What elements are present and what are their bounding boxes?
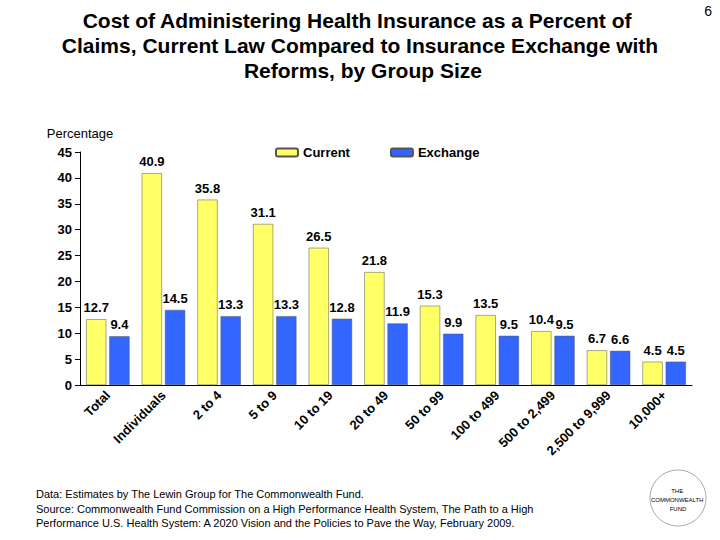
svg-text:20: 20	[58, 274, 72, 289]
svg-text:11.9: 11.9	[385, 304, 410, 319]
svg-text:45: 45	[58, 145, 72, 160]
svg-text:4.5: 4.5	[667, 343, 685, 358]
svg-text:5 to 9: 5 to 9	[245, 388, 280, 423]
svg-text:Performance U.S. Health System: Performance U.S. Health System: A 2020 V…	[36, 517, 515, 529]
svg-text:15: 15	[58, 300, 72, 315]
svg-text:Source: Commonwealth Fund Comm: Source: Commonwealth Fund Commission on …	[36, 503, 537, 515]
svg-text:COMMONWEALTH: COMMONWEALTH	[651, 497, 705, 503]
svg-text:Claims, Current Law Compared t: Claims, Current Law Compared to Insuranc…	[62, 34, 658, 57]
svg-text:Percentage: Percentage	[47, 126, 114, 141]
svg-text:30: 30	[58, 222, 72, 237]
svg-text:0: 0	[65, 378, 72, 393]
svg-text:20 to 49: 20 to 49	[347, 388, 392, 433]
svg-text:31.1: 31.1	[250, 205, 275, 220]
svg-text:2 to 4: 2 to 4	[190, 387, 225, 422]
svg-text:9.9: 9.9	[444, 315, 462, 330]
svg-text:4.5: 4.5	[644, 343, 662, 358]
svg-text:35.8: 35.8	[195, 181, 220, 196]
svg-text:10 to 19: 10 to 19	[291, 388, 336, 433]
svg-text:10,000+: 10,000+	[625, 387, 669, 431]
svg-text:Data: Estimates by The Lewin G: Data: Estimates by The Lewin Group for T…	[36, 488, 364, 500]
svg-text:Individuals: Individuals	[110, 388, 169, 447]
svg-text:13.3: 13.3	[274, 297, 299, 312]
svg-text:Reforms, by Group Size: Reforms, by Group Size	[238, 59, 482, 82]
svg-text:13.5: 13.5	[473, 296, 498, 311]
svg-text:9.5: 9.5	[555, 317, 573, 332]
svg-text:12.7: 12.7	[84, 300, 109, 315]
svg-text:9.4: 9.4	[110, 317, 129, 332]
svg-text:6: 6	[704, 3, 712, 19]
svg-text:9.5: 9.5	[500, 317, 518, 332]
svg-text:35: 35	[58, 196, 72, 211]
svg-text:40.9: 40.9	[139, 154, 164, 169]
svg-text:500 to 2,499: 500 to 2,499	[495, 387, 559, 451]
svg-text:6.7: 6.7	[588, 331, 606, 346]
svg-text:6.6: 6.6	[611, 332, 629, 347]
svg-text:40: 40	[58, 170, 72, 185]
svg-text:15.3: 15.3	[417, 287, 442, 302]
svg-text:Current: Current	[303, 145, 351, 160]
svg-text:Cost of Administering Health I: Cost of Administering Health Insurance a…	[83, 9, 638, 32]
svg-text:Total: Total	[81, 388, 113, 420]
svg-text:2,500 to 9,999: 2,500 to 9,999	[544, 388, 614, 458]
svg-text:50 to 99: 50 to 99	[402, 388, 447, 433]
svg-text:12.8: 12.8	[329, 300, 354, 315]
svg-text:25: 25	[58, 248, 72, 263]
svg-text:FUND: FUND	[670, 506, 687, 512]
svg-text:21.8: 21.8	[362, 253, 387, 268]
svg-text:13.3: 13.3	[218, 297, 243, 312]
svg-text:26.5: 26.5	[306, 229, 331, 244]
svg-text:10: 10	[58, 326, 72, 341]
svg-text:100 to 499: 100 to 499	[448, 388, 503, 443]
svg-text:14.5: 14.5	[162, 291, 187, 306]
svg-text:10.4: 10.4	[529, 312, 555, 327]
svg-text:5: 5	[65, 352, 72, 367]
svg-text:THE: THE	[671, 488, 685, 494]
svg-text:Exchange: Exchange	[418, 145, 479, 160]
